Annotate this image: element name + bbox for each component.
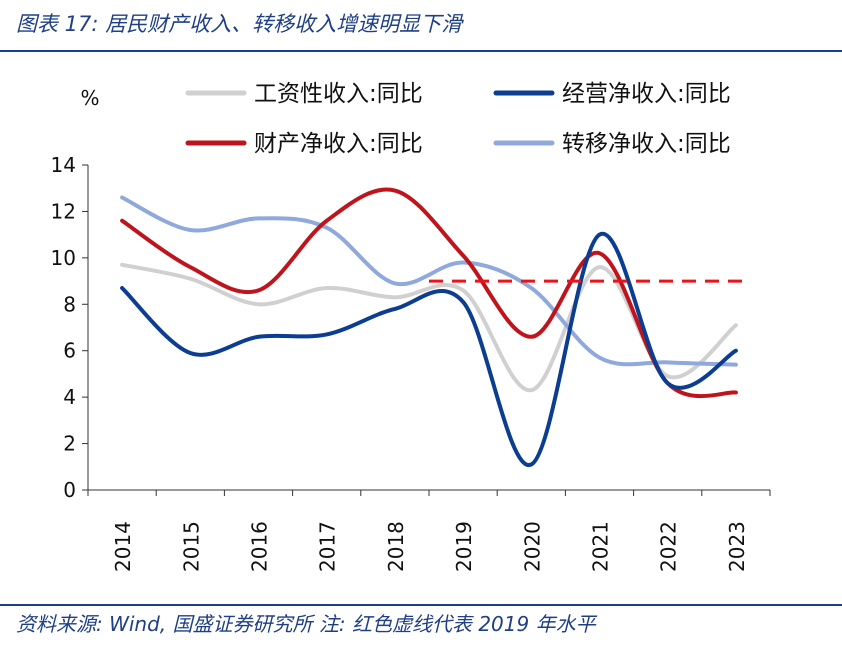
transfer-income-line bbox=[120, 195, 738, 367]
figure-title: 图表 17: 居民财产收入、转移收入增速明显下滑 bbox=[16, 12, 463, 36]
x-tick-label: 2016 bbox=[248, 521, 272, 572]
y-tick-label: 10 bbox=[51, 246, 76, 270]
x-tick-label: 2022 bbox=[657, 521, 681, 572]
y-tick-label: 4 bbox=[63, 385, 76, 409]
business-income-line bbox=[120, 231, 738, 467]
x-tick-label: 2020 bbox=[520, 521, 544, 572]
title-rule bbox=[0, 50, 842, 52]
x-tick-label: 2021 bbox=[589, 521, 613, 572]
x-tick-label: 2017 bbox=[316, 521, 340, 572]
x-tick-label: 2019 bbox=[452, 521, 476, 572]
line-chart: 0 2 4 6 8 10 12 14% 2014 2015 2016 2017 2018 2019 2020… bbox=[51, 81, 771, 572]
y-tick-label: 12 bbox=[51, 199, 76, 223]
y-tick-label: 8 bbox=[63, 292, 76, 316]
property-income-line bbox=[120, 187, 738, 399]
x-tick-label: 2023 bbox=[725, 521, 749, 572]
legend-property-label: 财产净收入:同比 bbox=[254, 131, 423, 157]
y-tick-label: 6 bbox=[63, 339, 76, 363]
y-tick-label: 14 bbox=[51, 153, 76, 177]
source-rule bbox=[0, 604, 842, 606]
legend-business-label: 经营净收入:同比 bbox=[562, 81, 731, 107]
x-tick-label: 2014 bbox=[111, 521, 135, 572]
x-tick-label: 2015 bbox=[179, 521, 203, 572]
x-tick-label: 2018 bbox=[384, 521, 408, 572]
y-tick-label: 2 bbox=[63, 432, 76, 456]
y-axis-unit: % bbox=[80, 86, 99, 110]
legend-transfer-label: 转移净收入:同比 bbox=[562, 131, 731, 157]
y-tick-label: 0 bbox=[63, 478, 76, 502]
figure-source: 资料来源: Wind, 国盛证券研究所 注: 红色虚线代表 2019 年水平 bbox=[16, 612, 596, 636]
legend-wage-label: 工资性收入:同比 bbox=[254, 81, 423, 107]
